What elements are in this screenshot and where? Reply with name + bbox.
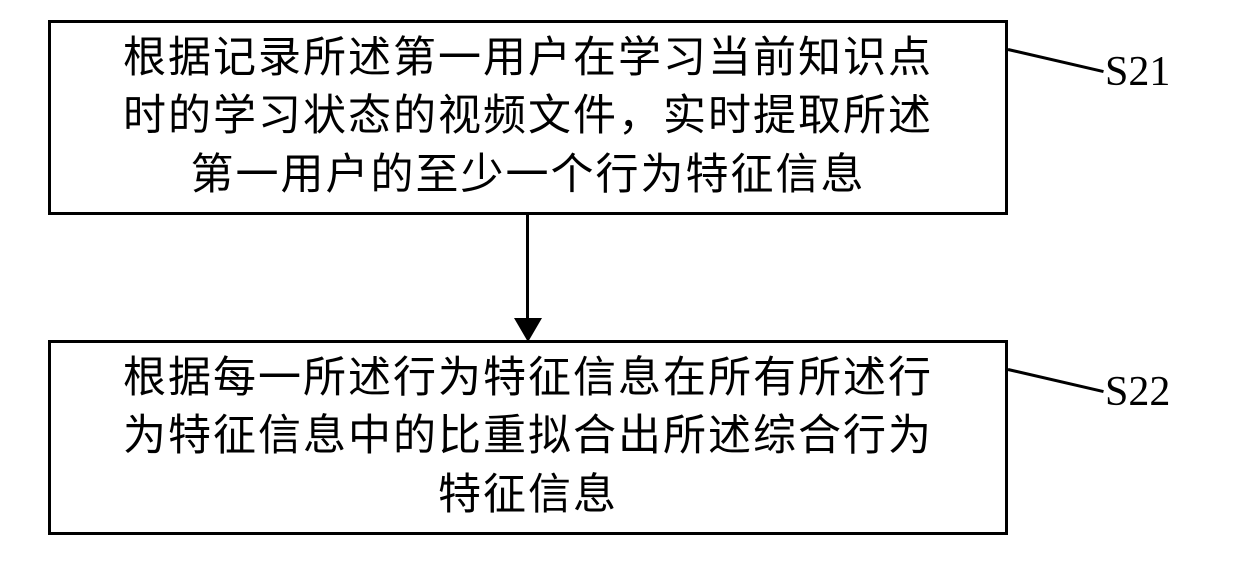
step-label-1: S21: [1105, 48, 1170, 96]
flowchart-step-1: 根据记录所述第一用户在学习当前知识点 时的学习状态的视频文件，实时提取所述 第一…: [48, 20, 1008, 215]
callout-line-2: [1008, 368, 1104, 393]
arrow-head-icon: [514, 318, 542, 342]
flowchart-step-1-text: 根据记录所述第一用户在学习当前知识点 时的学习状态的视频文件，实时提取所述 第一…: [123, 30, 933, 204]
flowchart-step-2: 根据每一所述行为特征信息在所有所述行 为特征信息中的比重拟合出所述综合行为 特征…: [48, 340, 1008, 535]
flowchart-step-2-text: 根据每一所述行为特征信息在所有所述行 为特征信息中的比重拟合出所述综合行为 特征…: [123, 350, 933, 524]
arrow-shaft: [526, 215, 529, 323]
callout-line-1: [1008, 48, 1104, 73]
step-label-2: S22: [1105, 368, 1170, 416]
